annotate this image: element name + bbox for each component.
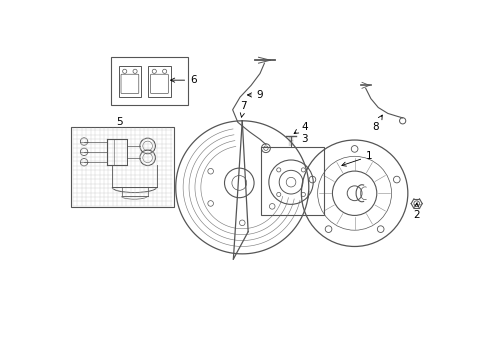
Bar	[111, 57, 188, 104]
Text: 1: 1	[342, 151, 373, 166]
Bar	[261, 147, 323, 215]
Text: 4: 4	[294, 122, 308, 134]
Text: 9: 9	[247, 90, 263, 100]
Text: 2: 2	[414, 203, 420, 220]
Text: 3: 3	[301, 134, 308, 144]
Bar	[119, 66, 141, 97]
Text: 7: 7	[240, 101, 247, 117]
Text: 8: 8	[372, 115, 382, 132]
Bar	[72, 127, 173, 207]
Bar	[148, 66, 171, 97]
Text: 6: 6	[171, 75, 197, 85]
Text: 5: 5	[116, 117, 123, 127]
